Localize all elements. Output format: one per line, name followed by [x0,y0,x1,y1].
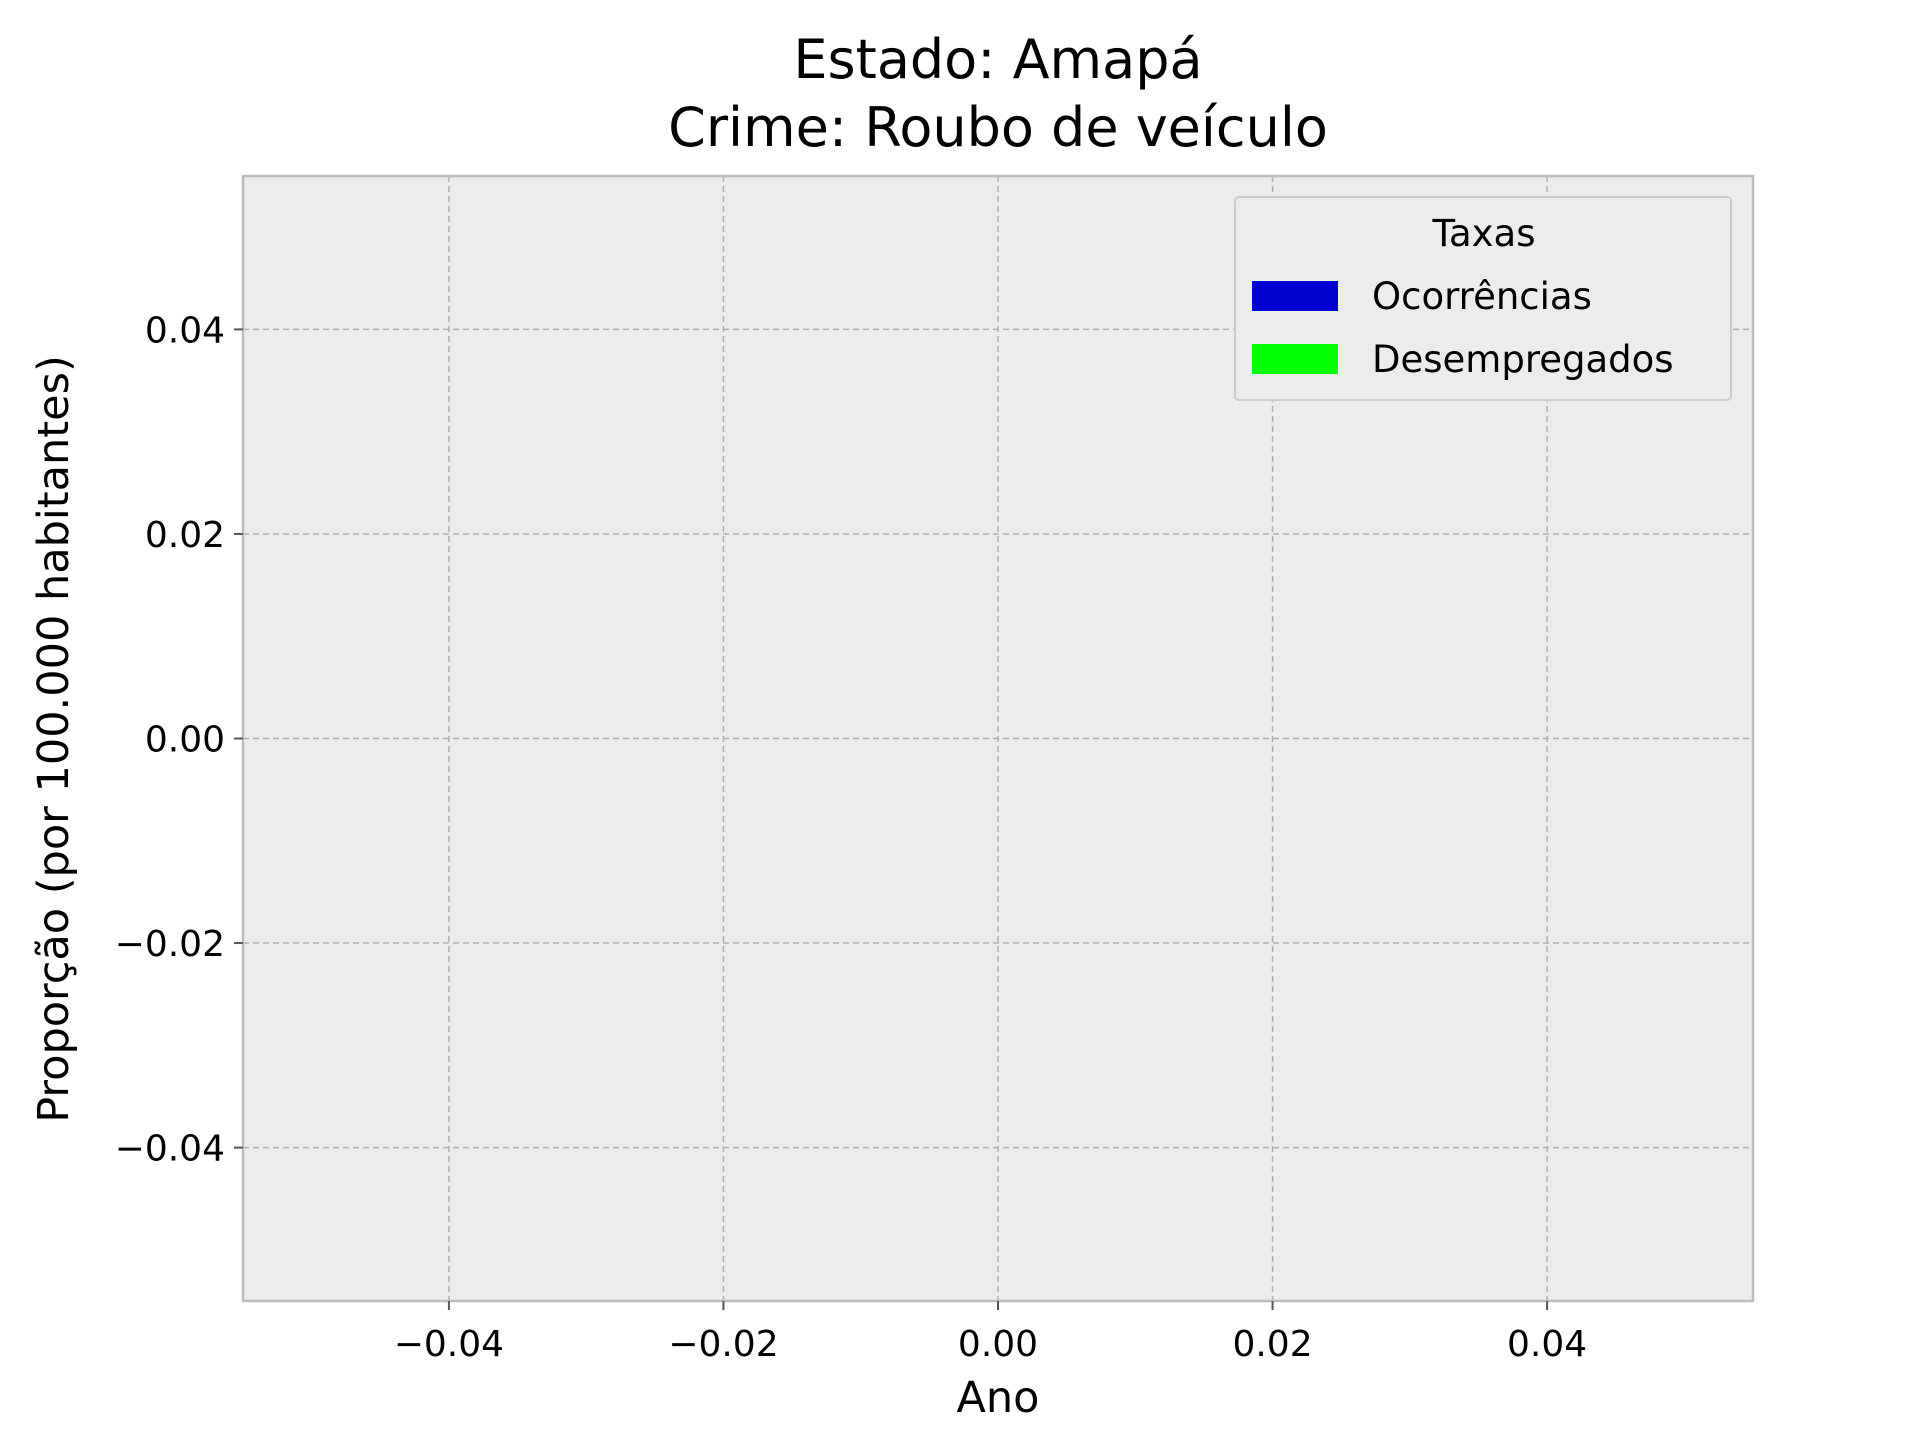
chart-title-line-2: Crime: Roubo de veículo [668,96,1328,159]
x-tick-label: 0.04 [1507,1324,1587,1365]
y-grid-lines [243,328,1753,1149]
legend-title: Taxas [1432,212,1536,255]
y-tick-label: −0.04 [115,1129,225,1170]
y-axis-ticks: −0.04 −0.02 0.00 0.02 0.04 [115,310,243,1170]
x-axis-label: Ano [957,1373,1040,1423]
y-axis-label: Proporção (por 100.000 habitantes) [29,355,79,1123]
legend-label-ocorrencias: Ocorrências [1372,275,1592,318]
legend-box [1234,196,1732,401]
x-tick-label: 0.00 [958,1324,1038,1365]
legend: Taxas Ocorrências Desempregados [1234,196,1732,401]
legend-swatch-ocorrencias [1252,281,1338,311]
y-tick-label: −0.02 [115,924,225,965]
legend-swatch-desempregados [1252,344,1338,374]
x-tick-label: −0.04 [394,1324,504,1365]
y-tick-label: 0.00 [145,720,225,761]
chart-title-line-1: Estado: Amapá [793,28,1202,91]
y-tick-label: 0.04 [145,310,225,351]
x-axis-ticks: −0.04 −0.02 0.00 0.02 0.04 [394,1301,1587,1365]
y-tick-label: 0.02 [145,515,225,556]
legend-label-desempregados: Desempregados [1372,338,1674,381]
x-tick-label: −0.02 [668,1324,778,1365]
x-tick-label: 0.02 [1232,1324,1312,1365]
